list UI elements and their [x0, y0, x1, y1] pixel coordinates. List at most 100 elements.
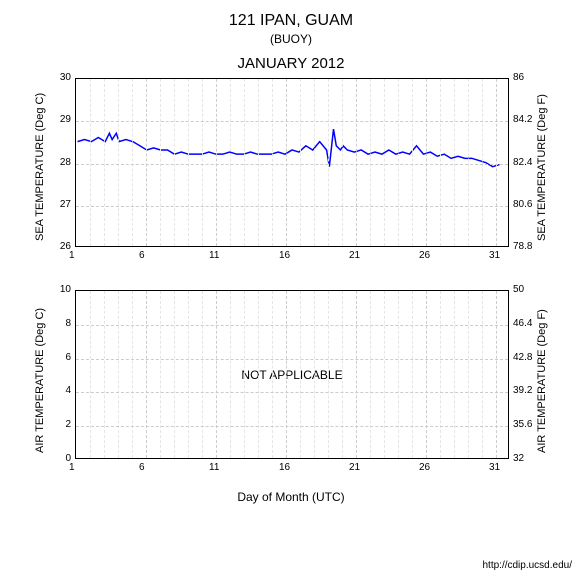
grid-line-v-minor: [272, 291, 273, 458]
sea-temp-chart: [75, 78, 509, 247]
footer-url: http://cdip.ucsd.edu/: [482, 560, 572, 571]
grid-line-v: [496, 79, 497, 246]
x-tick: 16: [279, 462, 290, 473]
grid-line-v-minor: [118, 291, 119, 458]
grid-line-v-minor: [328, 79, 329, 246]
grid-line-v: [216, 291, 217, 458]
x-tick: 6: [139, 462, 145, 473]
grid-line-v: [356, 291, 357, 458]
x-tick: 16: [279, 250, 290, 261]
grid-line-v-minor: [440, 291, 441, 458]
grid-line-v-minor: [384, 291, 385, 458]
grid-line-v-minor: [160, 291, 161, 458]
grid-line-v-minor: [188, 291, 189, 458]
grid-line-v-minor: [160, 79, 161, 246]
y-left-tick: 2: [65, 419, 71, 430]
grid-line-v-minor: [90, 291, 91, 458]
not-applicable-text: NOT APPLICABLE: [76, 368, 508, 382]
grid-line-v-minor: [104, 291, 105, 458]
grid-line-h: [76, 325, 508, 326]
y-left-tick: 30: [60, 72, 71, 83]
x-tick: 26: [419, 250, 430, 261]
grid-line-v-minor: [244, 79, 245, 246]
grid-line-v: [286, 79, 287, 246]
grid-line-v-minor: [90, 79, 91, 246]
grid-line-h: [76, 392, 508, 393]
grid-line-v-minor: [300, 291, 301, 458]
y-left-tick: 4: [65, 385, 71, 396]
grid-line-v-minor: [118, 79, 119, 246]
title-main: 121 IPAN, GUAM: [0, 12, 582, 30]
grid-line-v: [496, 291, 497, 458]
y-left-tick: 8: [65, 318, 71, 329]
x-tick: 26: [419, 462, 430, 473]
chart-container: 121 IPAN, GUAM (BUOY) JANUARY 2012 SEA T…: [0, 0, 582, 581]
grid-line-v-minor: [174, 79, 175, 246]
grid-line-v-minor: [104, 79, 105, 246]
y-right-tick: 78.8: [513, 241, 532, 252]
x-tick: 31: [489, 250, 500, 261]
chart2-y-left-label: AIR TEMPERATURE (Deg C): [34, 293, 46, 453]
grid-line-v-minor: [328, 291, 329, 458]
y-right-tick: 80.6: [513, 199, 532, 210]
y-right-tick: 82.4: [513, 157, 532, 168]
grid-line-v-minor: [314, 291, 315, 458]
x-tick: 1: [69, 250, 75, 261]
grid-line-v-minor: [468, 291, 469, 458]
grid-line-v-minor: [202, 79, 203, 246]
x-tick: 6: [139, 250, 145, 261]
y-left-tick: 6: [65, 352, 71, 363]
grid-line-v: [426, 291, 427, 458]
grid-line-v-minor: [398, 291, 399, 458]
grid-line-v-minor: [188, 79, 189, 246]
y-left-tick: 28: [60, 157, 71, 168]
x-tick: 21: [349, 462, 360, 473]
grid-line-v-minor: [258, 291, 259, 458]
x-tick: 11: [209, 250, 219, 261]
grid-line-v-minor: [174, 291, 175, 458]
grid-line-v-minor: [230, 79, 231, 246]
y-right-tick: 50: [513, 284, 524, 295]
grid-line-v-minor: [370, 291, 371, 458]
grid-line-v-minor: [412, 79, 413, 246]
y-right-tick: 42.8: [513, 352, 532, 363]
grid-line-v: [426, 79, 427, 246]
title-month: JANUARY 2012: [0, 55, 582, 72]
grid-line-h: [76, 164, 508, 165]
chart2-y-right-label: AIR TEMPERATURE (Deg F): [536, 293, 548, 453]
grid-line-v-minor: [398, 79, 399, 246]
grid-line-v-minor: [230, 291, 231, 458]
y-left-tick: 29: [60, 114, 71, 125]
grid-line-v-minor: [384, 79, 385, 246]
y-right-tick: 86: [513, 72, 524, 83]
air-temp-chart: NOT APPLICABLE: [75, 290, 509, 459]
y-right-tick: 84.2: [513, 114, 532, 125]
y-right-tick: 39.2: [513, 385, 532, 396]
chart1-svg: [76, 79, 508, 246]
grid-line-v-minor: [370, 79, 371, 246]
grid-line-h: [76, 426, 508, 427]
grid-line-v-minor: [468, 79, 469, 246]
grid-line-v-minor: [342, 79, 343, 246]
grid-line-v-minor: [272, 79, 273, 246]
x-tick: 21: [349, 250, 360, 261]
chart1-y-left-label: SEA TEMPERATURE (Deg C): [34, 81, 46, 241]
grid-line-v-minor: [482, 79, 483, 246]
data-line: [78, 129, 500, 167]
grid-line-v-minor: [132, 291, 133, 458]
y-right-tick: 46.4: [513, 318, 532, 329]
grid-line-h: [76, 359, 508, 360]
x-axis-label: Day of Month (UTC): [0, 490, 582, 504]
grid-line-v-minor: [132, 79, 133, 246]
grid-line-v-minor: [440, 79, 441, 246]
grid-line-v-minor: [454, 291, 455, 458]
grid-line-h: [76, 206, 508, 207]
grid-line-v-minor: [244, 291, 245, 458]
x-tick: 31: [489, 462, 500, 473]
x-tick: 1: [69, 462, 75, 473]
grid-line-v: [146, 291, 147, 458]
grid-line-v: [356, 79, 357, 246]
y-right-tick: 35.6: [513, 419, 532, 430]
title-sub: (BUOY): [0, 32, 582, 46]
grid-line-v: [216, 79, 217, 246]
